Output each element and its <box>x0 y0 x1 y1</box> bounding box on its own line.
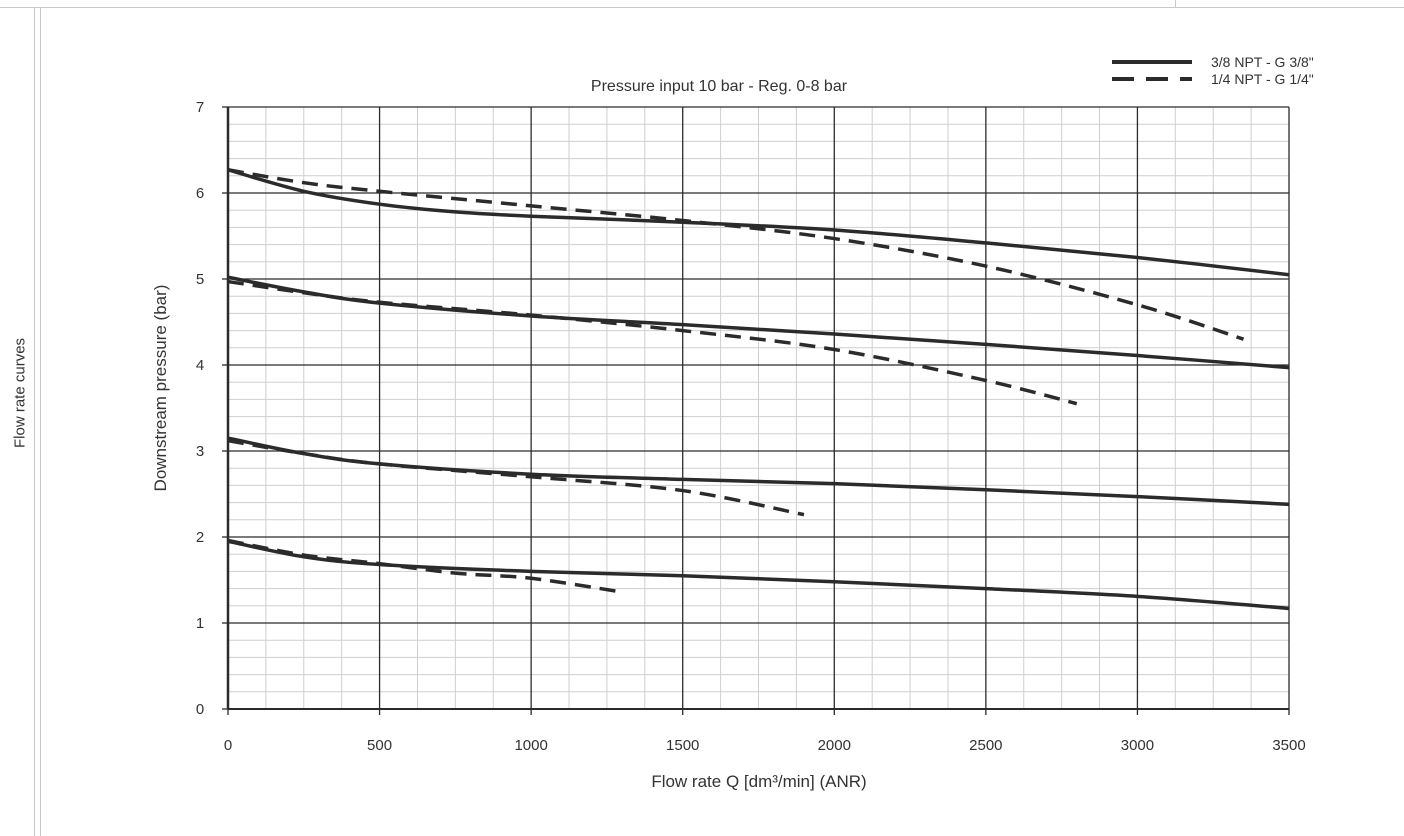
left-border-inner <box>40 8 41 836</box>
x-tick-label: 2000 <box>818 737 851 754</box>
x-tick-label: 3500 <box>1272 737 1305 754</box>
chart-title: Pressure input 10 bar - Reg. 0-8 bar <box>591 78 848 95</box>
y-tick-label: 1 <box>196 615 204 632</box>
top-right-tab-border <box>1175 0 1176 8</box>
x-tick-label: 3000 <box>1121 737 1154 754</box>
left-border-outer <box>34 8 35 836</box>
y-tick-label: 3 <box>196 443 204 460</box>
top-border <box>0 7 1404 8</box>
x-tick-label: 500 <box>367 737 392 754</box>
x-tick-label: 1000 <box>514 737 547 754</box>
grid-minor <box>228 107 1289 709</box>
y-tick-label: 7 <box>196 99 204 116</box>
x-tick-label: 2500 <box>969 737 1002 754</box>
y-axis-label: Downstream pressure (bar) <box>151 285 170 492</box>
series-layer <box>227 168 1290 611</box>
series-line-dashed <box>227 168 1245 341</box>
y-tick-label: 4 <box>196 357 204 374</box>
x-tick-label: 1500 <box>666 737 699 754</box>
x-axis-label: Flow rate Q [dm³/min] (ANR) <box>651 772 866 791</box>
legend: 3/8 NPT - G 3/8" 1/4 NPT - G 1/4" <box>1112 54 1314 87</box>
y-tick-label: 5 <box>196 271 204 288</box>
x-tick-labels: 0 500 1000 1500 2000 2500 3000 3500 <box>224 737 1306 754</box>
y-tick-label: 6 <box>196 185 204 202</box>
series-line-dashed <box>227 438 805 517</box>
y-tick-labels: 0 1 2 3 4 5 6 7 <box>196 99 204 718</box>
y-tick-label: 2 <box>196 529 204 546</box>
x-tick-label: 0 <box>224 737 232 754</box>
grid-major <box>222 106 1290 715</box>
series-line-solid <box>227 539 1290 611</box>
series-line-dashed <box>227 279 1078 406</box>
y-tick-label: 0 <box>196 701 204 718</box>
legend-label-2: 1/4 NPT - G 1/4" <box>1211 71 1314 87</box>
legend-label-1: 3/8 NPT - G 3/8" <box>1211 54 1314 70</box>
